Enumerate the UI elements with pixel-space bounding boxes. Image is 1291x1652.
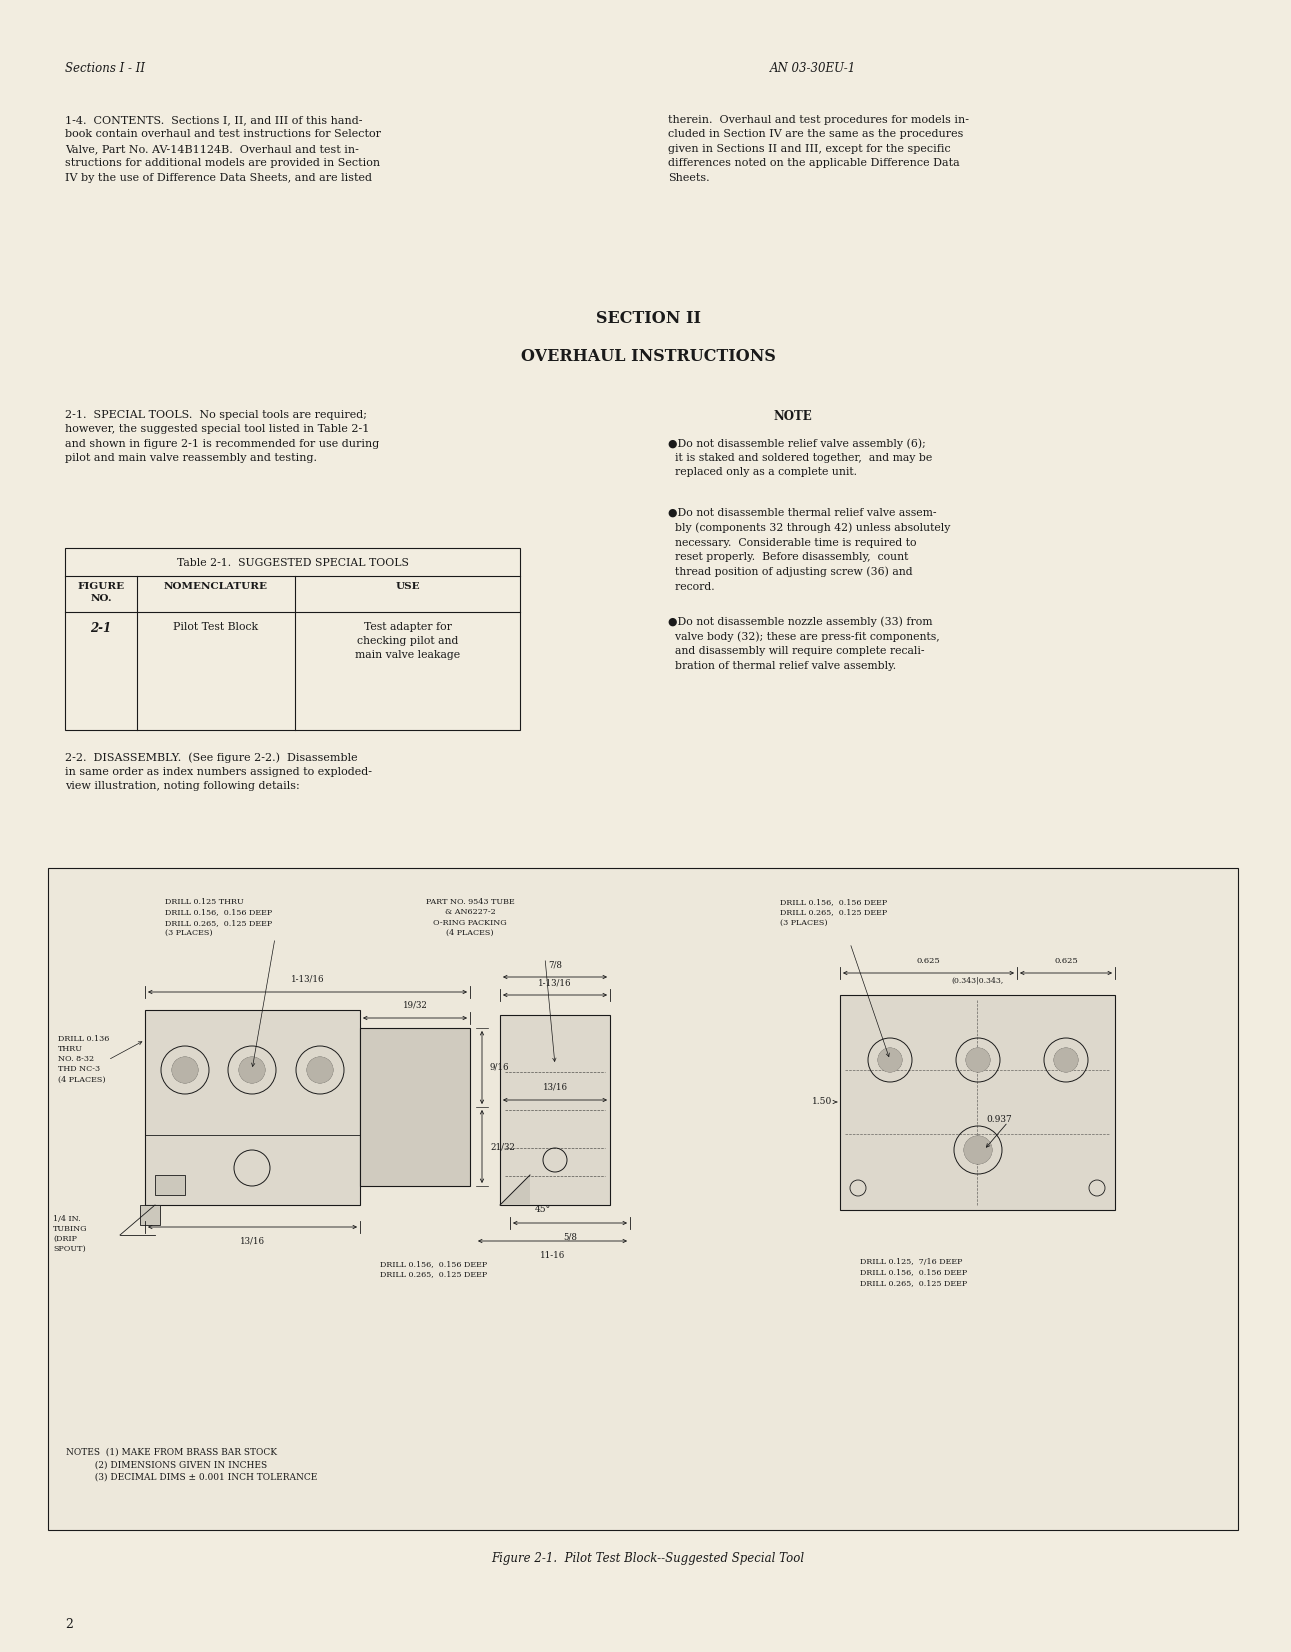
Text: 21/32: 21/32 [491, 1142, 515, 1151]
Text: OVERHAUL INSTRUCTIONS: OVERHAUL INSTRUCTIONS [520, 349, 776, 365]
Text: Table 2-1.  SUGGESTED SPECIAL TOOLS: Table 2-1. SUGGESTED SPECIAL TOOLS [177, 558, 408, 568]
Text: NOMENCLATURE: NOMENCLATURE [164, 582, 269, 591]
Circle shape [172, 1057, 198, 1084]
Text: DRILL 0.136
THRU
NO. 8-32
THD NC-3
(4 PLACES): DRILL 0.136 THRU NO. 8-32 THD NC-3 (4 PL… [58, 1036, 110, 1084]
Text: USE: USE [395, 582, 420, 591]
Text: 7/8: 7/8 [547, 960, 562, 970]
Text: 1/4 IN.
TUBING
(DRIP
SPOUT): 1/4 IN. TUBING (DRIP SPOUT) [53, 1214, 88, 1254]
Text: SECTION II: SECTION II [595, 311, 701, 327]
Text: ●Do not disassemble nozzle assembly (33) from
  valve body (32); these are press: ●Do not disassemble nozzle assembly (33)… [667, 616, 940, 671]
Text: 19/32: 19/32 [403, 1001, 427, 1009]
Text: Pilot Test Block: Pilot Test Block [173, 623, 258, 633]
Text: ●Do not disassemble relief valve assembly (6);
  it is staked and soldered toget: ●Do not disassemble relief valve assembl… [667, 438, 932, 477]
Text: DRILL 0.156,  0.156 DEEP
DRILL 0.265,  0.125 DEEP: DRILL 0.156, 0.156 DEEP DRILL 0.265, 0.1… [380, 1260, 487, 1279]
Text: PART NO. 9543 TUBE
& AN6227-2
O-RING PACKING
(4 PLACES): PART NO. 9543 TUBE & AN6227-2 O-RING PAC… [426, 899, 514, 937]
Text: Sections I - II: Sections I - II [65, 63, 145, 74]
Text: 2: 2 [65, 1617, 72, 1631]
Text: 0.625: 0.625 [917, 957, 940, 965]
Text: DRILL 0.125,  7/16 DEEP
DRILL 0.156,  0.156 DEEP
DRILL 0.265,  0.125 DEEP: DRILL 0.125, 7/16 DEEP DRILL 0.156, 0.15… [860, 1259, 967, 1287]
Text: 2-1: 2-1 [90, 623, 111, 634]
Circle shape [1053, 1047, 1078, 1072]
Text: (0.343|0.343,: (0.343|0.343, [951, 976, 1003, 985]
Text: 13/16: 13/16 [240, 1237, 265, 1246]
Text: Test adapter for
checking pilot and
main valve leakage: Test adapter for checking pilot and main… [355, 623, 460, 661]
Text: Figure 2-1.  Pilot Test Block--Suggested Special Tool: Figure 2-1. Pilot Test Block--Suggested … [492, 1551, 804, 1564]
Bar [840, 995, 1115, 1209]
Text: 9/16: 9/16 [491, 1062, 510, 1072]
Text: 45°: 45° [534, 1206, 551, 1214]
Text: AN 03-30EU-1: AN 03-30EU-1 [769, 63, 856, 74]
Bar [500, 1014, 611, 1204]
Text: 11-16: 11-16 [540, 1251, 565, 1260]
Text: DRILL 0.156,  0.156 DEEP
DRILL 0.265,  0.125 DEEP
(3 PLACES): DRILL 0.156, 0.156 DEEP DRILL 0.265, 0.1… [780, 899, 887, 927]
Bar [360, 1028, 470, 1186]
Text: 5/8: 5/8 [563, 1232, 577, 1242]
Text: 1-13/16: 1-13/16 [290, 975, 324, 985]
Text: FIGURE
NO.: FIGURE NO. [77, 582, 124, 603]
Bar [139, 1204, 160, 1226]
Bar [65, 548, 520, 730]
Bar [48, 867, 1238, 1530]
Text: DRILL 0.125 THRU
DRILL 0.156,  0.156 DEEP
DRILL 0.265,  0.125 DEEP
(3 PLACES): DRILL 0.125 THRU DRILL 0.156, 0.156 DEEP… [165, 899, 272, 937]
Polygon shape [500, 1175, 531, 1204]
Text: ●Do not disassemble thermal relief valve assem-
  bly (components 32 through 42): ●Do not disassemble thermal relief valve… [667, 509, 950, 591]
Circle shape [878, 1047, 902, 1072]
Circle shape [966, 1047, 990, 1072]
Text: 1-4.  CONTENTS.  Sections I, II, and III of this hand-
book contain overhaul and: 1-4. CONTENTS. Sections I, II, and III o… [65, 116, 381, 183]
Text: NOTE: NOTE [773, 410, 812, 423]
Bar [145, 1009, 360, 1204]
Text: 0.625: 0.625 [1055, 957, 1078, 965]
Text: NOTES  (1) MAKE FROM BRASS BAR STOCK
          (2) DIMENSIONS GIVEN IN INCHES
  : NOTES (1) MAKE FROM BRASS BAR STOCK (2) … [66, 1449, 318, 1482]
Text: therein.  Overhaul and test procedures for models in-
cluded in Section IV are t: therein. Overhaul and test procedures fo… [667, 116, 970, 183]
Text: 0.937: 0.937 [986, 1115, 1012, 1125]
Circle shape [307, 1057, 333, 1084]
Circle shape [964, 1137, 991, 1165]
Text: 13/16: 13/16 [542, 1084, 568, 1092]
Circle shape [239, 1057, 265, 1084]
Text: 2-1.  SPECIAL TOOLS.  No special tools are required;
however, the suggested spec: 2-1. SPECIAL TOOLS. No special tools are… [65, 410, 380, 463]
Text: 1.50: 1.50 [812, 1097, 831, 1107]
Text: 2-2.  DISASSEMBLY.  (See figure 2-2.)  Disassemble
in same order as index number: 2-2. DISASSEMBLY. (See figure 2-2.) Disa… [65, 752, 372, 791]
Bar [155, 1175, 185, 1194]
Text: 1-13/16: 1-13/16 [538, 978, 572, 986]
